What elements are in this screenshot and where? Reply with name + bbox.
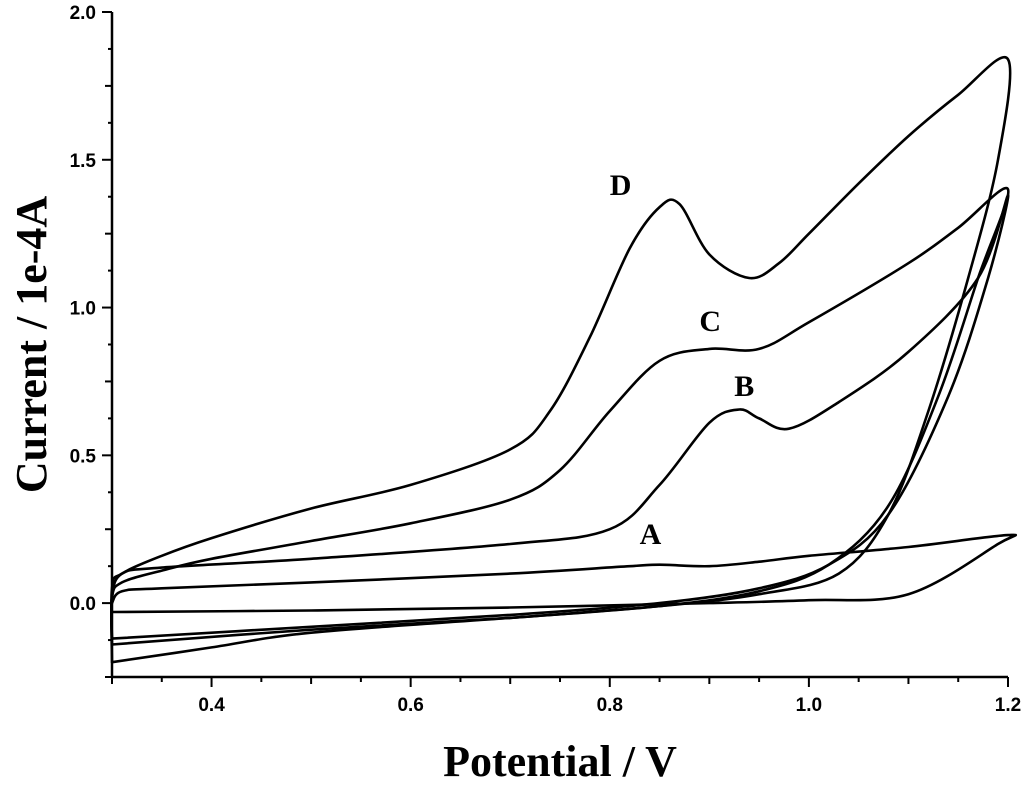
curve-label-d: D <box>610 169 632 202</box>
curve-label-a: A <box>640 518 662 551</box>
series-curve-c <box>109 186 1010 646</box>
y-tick-label: 1.0 <box>70 299 96 320</box>
y-tick-label: 1.5 <box>70 151 97 172</box>
curve-label-c: C <box>699 305 721 338</box>
x-axis-title: Potential / V <box>443 737 677 786</box>
y-tick-label: 0.5 <box>70 446 97 467</box>
curve-labels: A BC D <box>610 169 754 551</box>
x-tick-label: 0.4 <box>198 695 225 716</box>
x-tick-label: 0.8 <box>597 695 623 716</box>
y-tick-label: 2.0 <box>70 3 96 24</box>
y-axis-title: Current / 1e-4A <box>7 196 56 494</box>
axes: 0.4 0.6 0.8 1.0 1.2 0.0 0.5 1.0 1.5 2.0 <box>70 3 1022 716</box>
curve-label-b: B <box>734 370 754 403</box>
x-tick-label: 0.6 <box>397 695 423 716</box>
x-tick-label: 1.2 <box>995 695 1021 716</box>
x-tick-label: 1.0 <box>796 695 822 716</box>
series-curve-b <box>109 193 1010 640</box>
series-curve-d <box>109 55 1012 664</box>
series-curve-a <box>109 533 1018 614</box>
series-group <box>109 55 1018 664</box>
y-tick-label: 0.0 <box>70 594 96 615</box>
